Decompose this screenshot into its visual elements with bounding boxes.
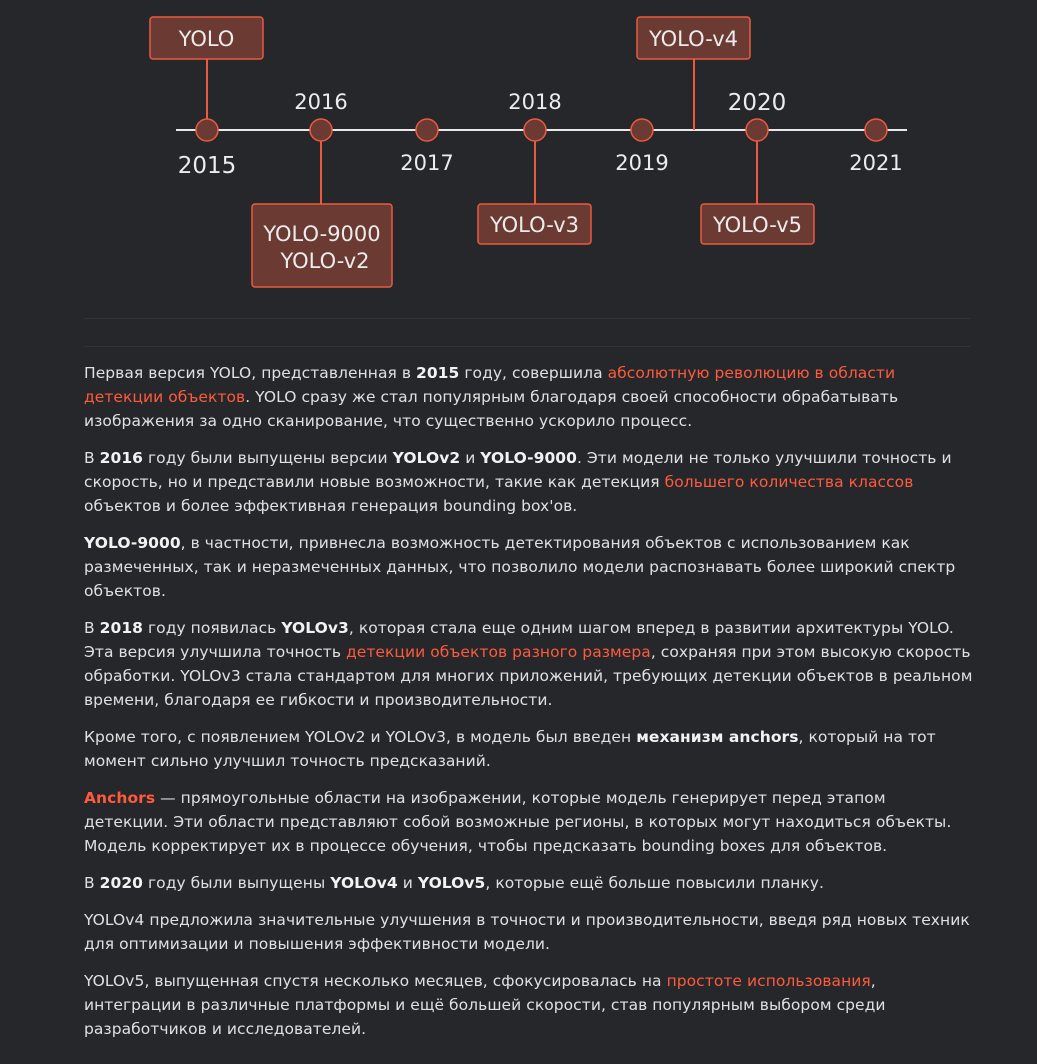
year-dot-2016: [309, 118, 333, 142]
paragraph-6: Anchors — прямоугольные области на изобр…: [84, 789, 952, 855]
event-box-yolo-v3: YOLO-v3: [477, 203, 592, 245]
year-label-2020: 2020: [728, 90, 787, 116]
year-dot-2021: [864, 118, 888, 142]
divider-bottom: [84, 346, 970, 347]
year-label-2021: 2021: [849, 151, 902, 175]
event-box-yolo-9000-v2: YOLO-9000 YOLO-v2: [251, 203, 393, 288]
event-label-yolo-v5: YOLO-v5: [712, 213, 802, 237]
article-body: Первая версия YOLO, представленная в 201…: [84, 361, 974, 1054]
paragraph-1: Первая версия YOLO, представленная в 201…: [84, 364, 899, 430]
year-dot-2015: [195, 118, 219, 142]
event-label-yolo-v2: YOLO-v2: [279, 249, 369, 273]
paragraph-7: В 2020 году были выпущены YOLOv4 и YOLOv…: [84, 874, 824, 892]
paragraph-3: YOLO-9000, в частности, привнесла возмож…: [84, 534, 956, 600]
year-dot-2018: [523, 118, 547, 142]
year-label-2015: 2015: [178, 153, 237, 179]
paragraph-9: YOLOv5, выпущенная спустя несколько меся…: [84, 972, 886, 1038]
event-label-yolo: YOLO: [178, 27, 235, 51]
year-dot-2019: [630, 118, 654, 142]
paragraph-5: Кроме того, с появлением YOLOv2 и YOLOv3…: [84, 728, 936, 770]
event-box-yolo: YOLO: [149, 16, 264, 60]
paragraph-2: В 2016 году были выпущены версии YOLOv2 …: [84, 449, 952, 515]
event-box-yolo-v5: YOLO-v5: [700, 203, 815, 245]
timeline-diagram: 2015 2016 2017 2018 2019 2020 2021 YOLO …: [149, 16, 907, 288]
link-ease-of-use[interactable]: простоте использования: [666, 972, 871, 990]
paragraph-4: В 2018 году появилась YOLOv3, которая ст…: [84, 619, 973, 709]
link-multi-size-detection[interactable]: детекции объектов разного размера: [345, 643, 651, 661]
paragraph-8: YOLOv4 предложила значительные улучшения…: [84, 911, 970, 953]
year-dot-2020: [745, 118, 769, 142]
event-box-yolo-v4: YOLO-v4: [636, 16, 751, 60]
year-label-2017: 2017: [400, 151, 453, 175]
event-label-yolo-v3: YOLO-v3: [489, 213, 579, 237]
year-label-2019: 2019: [615, 151, 668, 175]
event-label-yolo-9000: YOLO-9000: [262, 222, 380, 246]
divider-top: [84, 318, 970, 319]
link-revolution-detection[interactable]: абсолютную революцию в области детекции …: [84, 364, 896, 406]
anchors-term: Anchors: [84, 789, 156, 807]
link-more-classes[interactable]: большего количества классов: [664, 473, 914, 491]
year-label-2016: 2016: [294, 90, 347, 114]
year-dot-2017: [415, 118, 439, 142]
year-label-2018: 2018: [508, 90, 561, 114]
event-label-yolo-v4: YOLO-v4: [648, 27, 738, 51]
